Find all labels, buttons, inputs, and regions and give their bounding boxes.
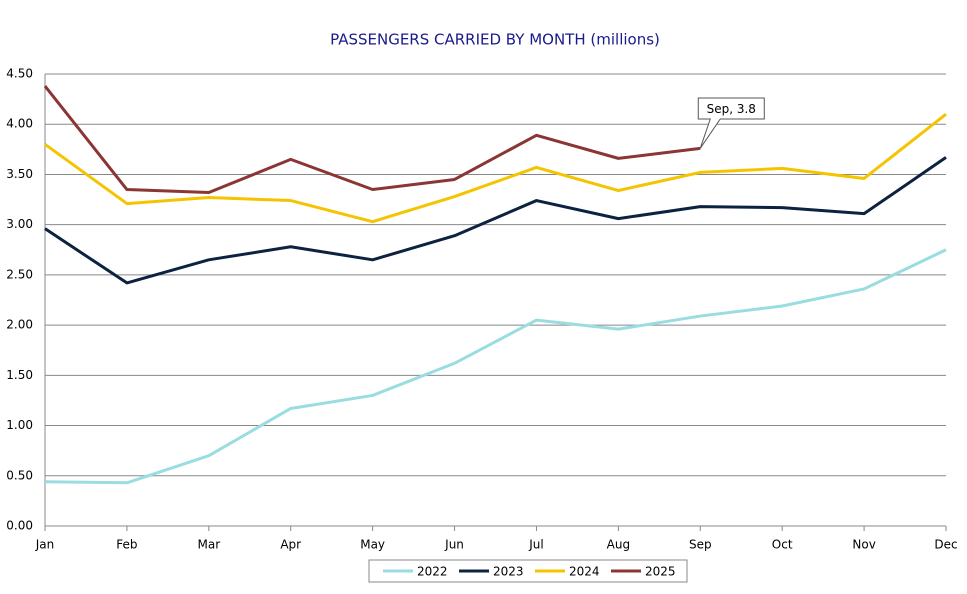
y-tick-label: 4.50 [6,67,33,81]
x-tick-label: Jun [444,538,464,552]
x-tick-label: Jul [528,538,543,552]
y-tick-label: 3.00 [6,217,33,231]
x-tick-label: Nov [852,538,875,552]
y-tick-label: 1.50 [6,368,33,382]
legend-label: 2023 [493,565,524,579]
legend-label: 2024 [569,565,600,579]
y-tick-label: 4.00 [6,117,33,131]
x-tick-label: Jan [35,538,55,552]
series-line [44,112,947,224]
annotation-box [697,97,765,149]
x-tick-label: Aug [607,538,630,552]
y-tick-label: 0.00 [6,519,33,533]
y-tick-label: 1.00 [6,418,33,432]
legend-label: 2025 [645,565,676,579]
legend-label: 2022 [417,565,448,579]
series-line [44,248,947,485]
x-tick-label: Feb [116,538,137,552]
series-line [44,156,947,285]
x-tick-label: Apr [280,538,301,552]
y-tick-label: 2.50 [6,267,33,281]
y-tick-label: 0.50 [6,468,33,482]
x-tick-label: May [360,538,385,552]
series-line [43,85,701,195]
y-tick-label: 2.00 [6,318,33,332]
x-tick-label: Oct [772,538,793,552]
annotation-text: Sep, 3.8 [707,102,756,116]
x-tick-label: Dec [934,538,957,552]
x-tick-label: Mar [197,538,220,552]
legend-box [368,559,688,583]
y-tick-label: 3.50 [6,167,33,181]
chart-title: PASSENGERS CARRIED BY MONTH (millions) [330,31,660,49]
x-tick-label: Sep [689,538,712,552]
